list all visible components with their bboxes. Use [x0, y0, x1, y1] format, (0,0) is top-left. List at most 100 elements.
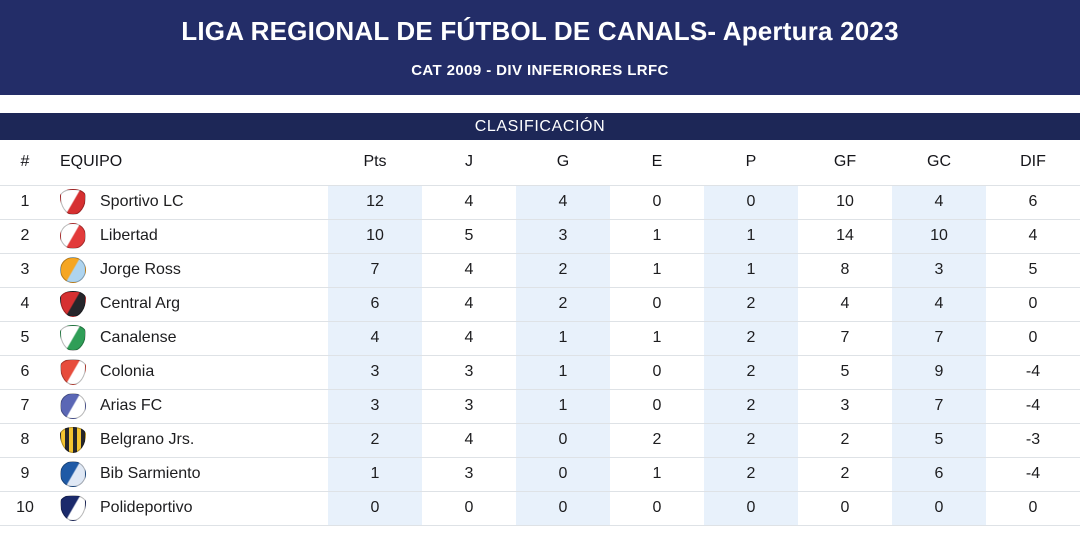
position-cell: 3: [0, 252, 50, 287]
stat-dif: -4: [986, 354, 1080, 389]
team-name: Belgrano Jrs.: [100, 431, 195, 448]
stat-gc: 9: [892, 354, 986, 389]
position-cell: 5: [0, 320, 50, 355]
stat-gc: 6: [892, 456, 986, 491]
stat-dif: 0: [986, 490, 1080, 526]
table-row: 4 Central Arg 6 4 2 0 2 4 4 0: [0, 286, 1080, 321]
table-row: 2 Libertad 10 5 3 1 1 14 10 4: [0, 218, 1080, 253]
stat-gf: 14: [798, 218, 892, 253]
stat-e: 0: [610, 354, 704, 389]
stat-gf: 2: [798, 422, 892, 457]
team-cell: Belgrano Jrs.: [50, 422, 328, 457]
stat-j: 3: [422, 456, 516, 491]
team-logo-icon: [60, 427, 86, 453]
stat-pts: 0: [328, 490, 422, 526]
position-cell: 6: [0, 354, 50, 389]
team-name: Sportivo LC: [100, 193, 184, 210]
table-row: 1 Sportivo LC 12 4 4 0 0 10 4 6: [0, 184, 1080, 219]
stat-g: 1: [516, 354, 610, 389]
stat-p: 1: [704, 252, 798, 287]
stat-j: 4: [422, 184, 516, 219]
stat-gc: 5: [892, 422, 986, 457]
stat-e: 0: [610, 184, 704, 219]
position-cell: 2: [0, 218, 50, 253]
team-cell: Bib Sarmiento: [50, 456, 328, 491]
stat-g: 4: [516, 184, 610, 219]
stat-j: 4: [422, 286, 516, 321]
stat-j: 4: [422, 320, 516, 355]
stat-g: 1: [516, 320, 610, 355]
stat-p: 0: [704, 184, 798, 219]
column-header-gc: GC: [927, 153, 951, 171]
stat-j: 4: [422, 422, 516, 457]
table-row: 7 Arias FC 3 3 1 0 2 3 7 -4: [0, 388, 1080, 423]
position-cell: 7: [0, 388, 50, 423]
team-name: Canalense: [100, 329, 177, 346]
stat-e: 2: [610, 422, 704, 457]
team-cell: Canalense: [50, 320, 328, 355]
position-cell: 9: [0, 456, 50, 491]
stat-gf: 10: [798, 184, 892, 219]
column-header-dif: DIF: [1020, 153, 1046, 171]
stat-gf: 4: [798, 286, 892, 321]
stat-p: 2: [704, 354, 798, 389]
stat-pts: 1: [328, 456, 422, 491]
table-row: 3 Jorge Ross 7 4 2 1 1 8 3 5: [0, 252, 1080, 287]
team-name: Libertad: [100, 227, 158, 244]
team-name: Bib Sarmiento: [100, 465, 201, 482]
stat-j: 3: [422, 354, 516, 389]
stat-pts: 2: [328, 422, 422, 457]
stat-g: 0: [516, 422, 610, 457]
team-logo-icon: [60, 291, 86, 317]
team-logo-icon: [60, 325, 86, 351]
position-cell: 4: [0, 286, 50, 321]
table-row: 9 Bib Sarmiento 1 3 0 1 2 2 6 -4: [0, 456, 1080, 491]
table-row: 8 Belgrano Jrs. 2 4 0 2 2 2 5 -3: [0, 422, 1080, 457]
team-cell: Sportivo LC: [50, 184, 328, 219]
stat-pts: 7: [328, 252, 422, 287]
team-logo-icon: [60, 495, 86, 521]
stat-gc: 7: [892, 388, 986, 423]
column-header-j: J: [465, 153, 473, 171]
team-name: Arias FC: [100, 397, 163, 414]
stat-gc: 10: [892, 218, 986, 253]
classification-section-bar: CLASIFICACIÓN: [0, 113, 1080, 140]
stat-pts: 3: [328, 354, 422, 389]
stat-g: 2: [516, 252, 610, 287]
standings-table: # EQUIPO Pts J G E P GF GC DIF 1 Sportiv…: [0, 140, 1080, 526]
stat-dif: -4: [986, 388, 1080, 423]
section-title: CLASIFICACIÓN: [474, 117, 606, 135]
stat-e: 0: [610, 286, 704, 321]
team-logo-icon: [60, 461, 86, 487]
standings-header: # EQUIPO Pts J G E P GF GC DIF: [0, 140, 1080, 185]
page-subtitle: CAT 2009 - DIV INFERIORES LRFC: [411, 62, 669, 79]
stat-gf: 3: [798, 388, 892, 423]
spacer: [0, 95, 1080, 113]
stat-dif: -4: [986, 456, 1080, 491]
header-row: # EQUIPO Pts J G E P GF GC DIF: [0, 140, 1080, 185]
stat-dif: 5: [986, 252, 1080, 287]
stat-p: 2: [704, 422, 798, 457]
stat-e: 1: [610, 218, 704, 253]
stat-j: 0: [422, 490, 516, 526]
team-name: Colonia: [100, 363, 155, 380]
stat-p: 2: [704, 286, 798, 321]
stat-g: 3: [516, 218, 610, 253]
stat-dif: 4: [986, 218, 1080, 253]
stat-gf: 5: [798, 354, 892, 389]
position-cell: 8: [0, 422, 50, 457]
stat-dif: -3: [986, 422, 1080, 457]
column-header-pos: #: [20, 153, 30, 171]
position-cell: 1: [0, 184, 50, 219]
column-header-p: P: [745, 153, 757, 171]
stat-gc: 3: [892, 252, 986, 287]
stat-p: 2: [704, 320, 798, 355]
stat-g: 0: [516, 456, 610, 491]
column-header-g: G: [556, 153, 570, 171]
stat-pts: 4: [328, 320, 422, 355]
stat-dif: 6: [986, 184, 1080, 219]
team-logo-icon: [60, 189, 86, 215]
team-cell: Arias FC: [50, 388, 328, 423]
stat-j: 4: [422, 252, 516, 287]
page-header: LIGA REGIONAL DE FÚTBOL DE CANALS- Apert…: [0, 0, 1080, 95]
